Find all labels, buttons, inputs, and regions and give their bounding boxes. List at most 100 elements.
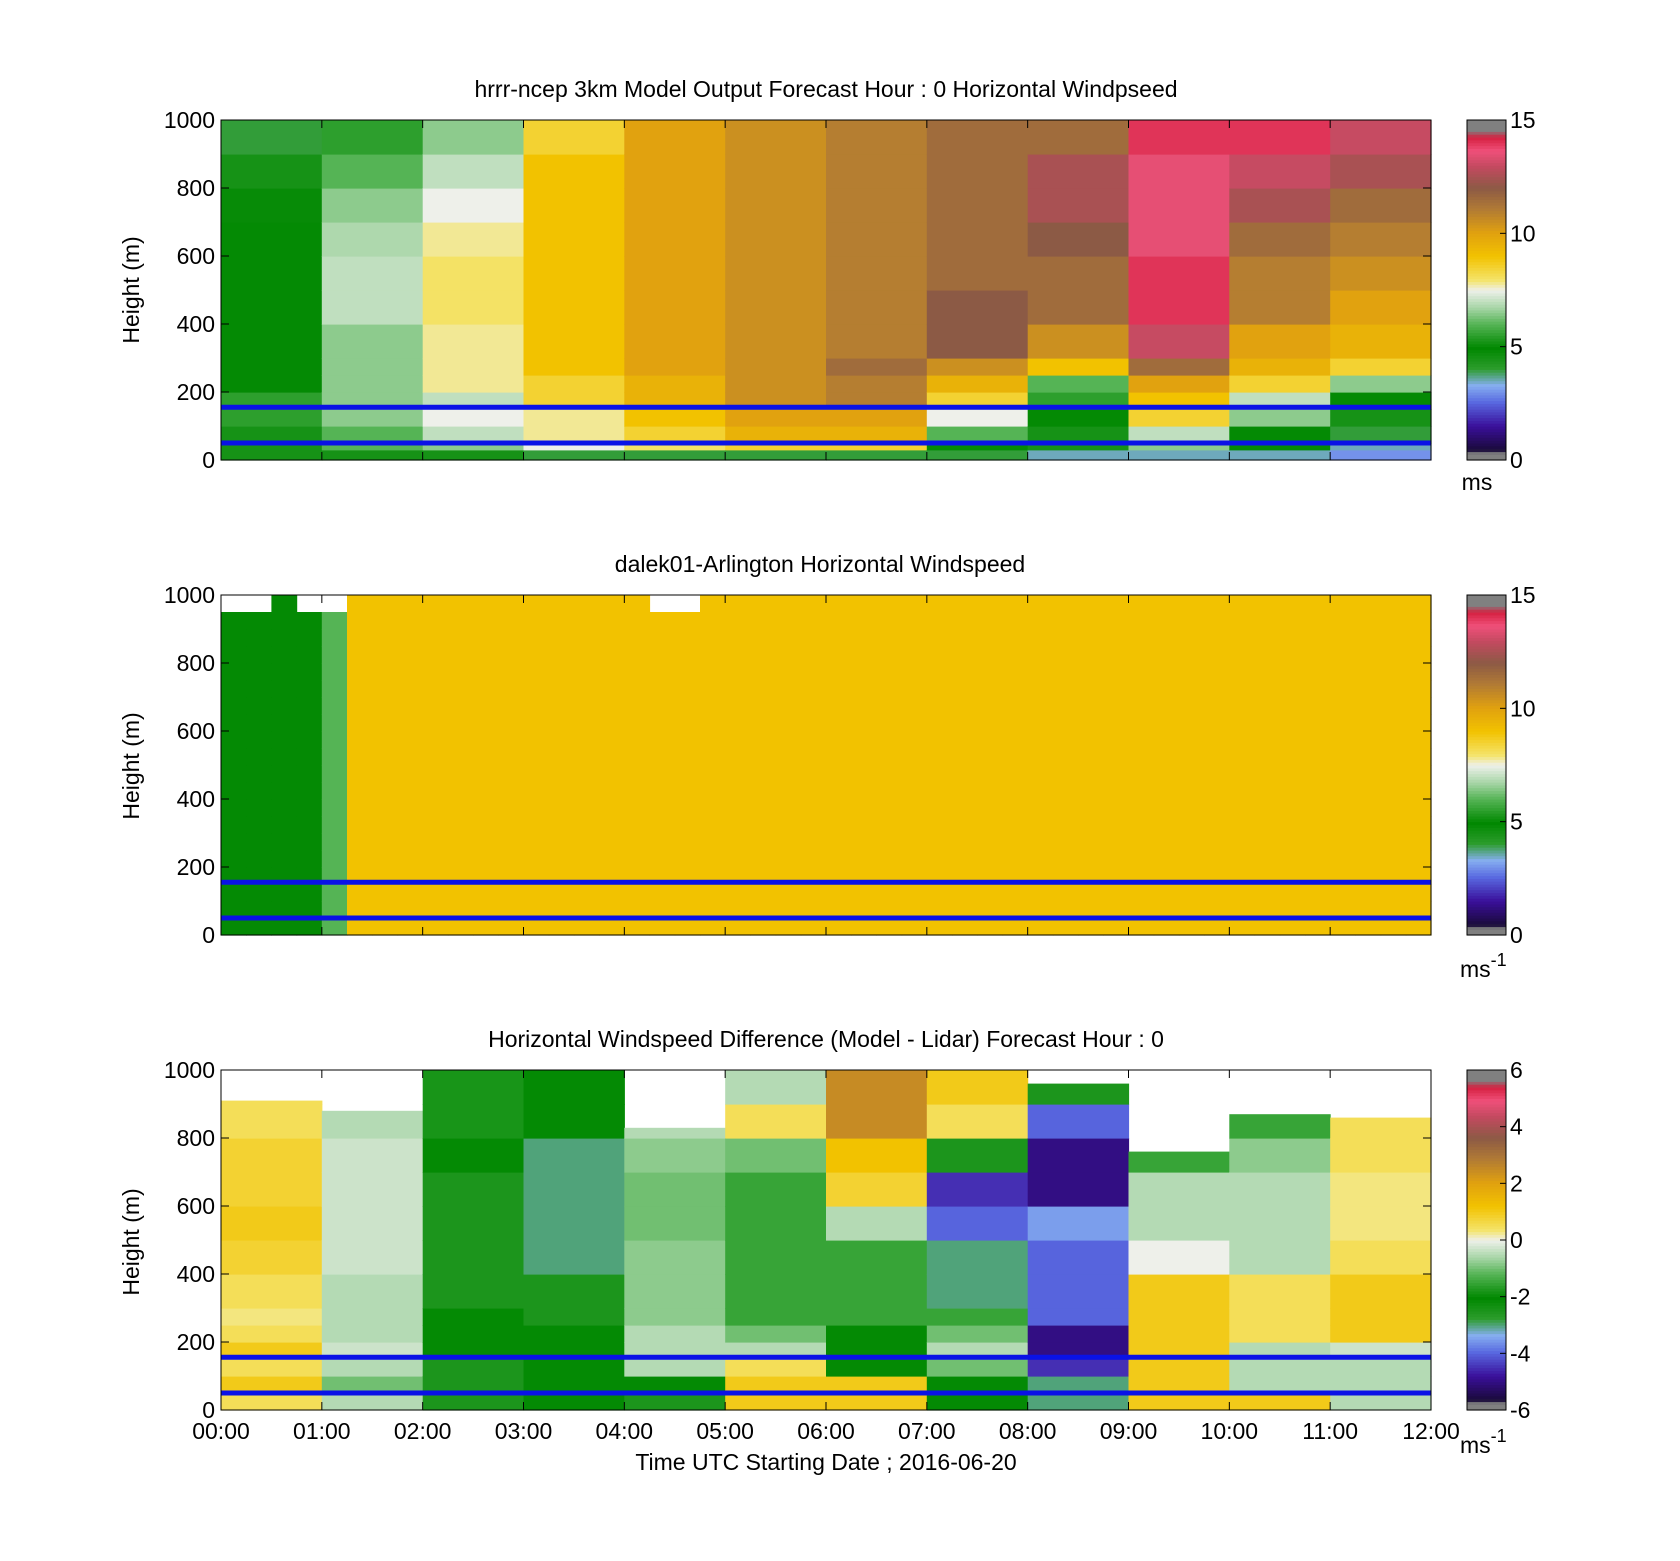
heatmap-cell (876, 833, 903, 851)
heatmap-cell (1229, 629, 1256, 647)
heatmap-cell (1405, 697, 1432, 715)
heatmap-cell (1380, 595, 1407, 613)
heatmap-cell (1027, 850, 1054, 868)
heatmap-cell (926, 629, 953, 647)
heatmap-cell (1380, 612, 1407, 630)
colorbar-segment (1467, 414, 1506, 419)
heatmap-cell (674, 765, 701, 783)
colorbar-segment (1467, 321, 1506, 325)
panel-2-reference-lines (221, 879, 1431, 921)
heatmap-cell (725, 256, 827, 291)
heatmap-cell (700, 646, 726, 664)
heatmap-cell (1128, 188, 1230, 223)
heatmap-cell (775, 646, 802, 664)
heatmap-cell (1305, 680, 1331, 698)
heatmap-cell (1128, 324, 1230, 359)
heatmap-cell (1254, 612, 1281, 630)
heatmap-cell (1305, 629, 1331, 647)
heatmap-cell (1128, 449, 1230, 461)
colorbar-segment (1467, 697, 1506, 701)
colorbar-segment (1467, 420, 1506, 424)
colorbar-segment (1467, 901, 1506, 905)
colorbar-segment (1467, 1259, 1506, 1264)
y-tick-label: 1000 (164, 582, 215, 608)
colorbar-segment (1467, 349, 1506, 353)
heatmap-cell (649, 833, 676, 851)
heatmap-cell (1279, 901, 1306, 919)
heatmap-cell (321, 1240, 424, 1275)
heatmap-cell (573, 680, 600, 698)
colorbar-segment (1467, 850, 1506, 854)
heatmap-cell (977, 697, 1004, 715)
heatmap-cell (624, 697, 651, 715)
heatmap-cell (750, 646, 777, 664)
heatmap-cell (725, 154, 827, 189)
heatmap-cell (1229, 697, 1256, 715)
heatmap-cell (321, 901, 348, 919)
colorbar-segment (1467, 250, 1506, 254)
heatmap-cell (422, 443, 525, 451)
heatmap-cell (1229, 1172, 1331, 1207)
heatmap-cell (1229, 426, 1331, 444)
colorbar-segment (1467, 1104, 1506, 1108)
colorbar-segment (1467, 409, 1506, 413)
heatmap-cell (1254, 629, 1281, 647)
heatmap-cell (826, 765, 852, 783)
colorbar-segment (1467, 614, 1506, 619)
colorbar-segment (1467, 1087, 1506, 1091)
heatmap-cell (221, 188, 323, 223)
heatmap-cell (851, 884, 877, 902)
heatmap-cell (1380, 680, 1407, 698)
colorbar-segment (1467, 148, 1506, 152)
heatmap-cell (1178, 782, 1205, 800)
heatmap-cell (826, 409, 928, 427)
colorbar-segment (1467, 338, 1506, 342)
colorbar-segment (1467, 728, 1506, 732)
heatmap-cell (1229, 1206, 1331, 1241)
heatmap-cell (523, 256, 625, 291)
x-axis-label: Time UTC Starting Date ; 2016-06-20 (635, 1449, 1016, 1475)
heatmap-cell (1305, 884, 1331, 902)
heatmap-cell (1305, 765, 1331, 783)
heatmap-cell (700, 901, 726, 919)
heatmap-cell (1254, 595, 1281, 613)
heatmap-cell (1027, 409, 1130, 427)
colorbar-segment (1467, 264, 1506, 268)
heatmap-cell (397, 731, 424, 749)
heatmap-cell (1355, 697, 1382, 715)
heatmap-cell (926, 1138, 1029, 1173)
heatmap-cell (473, 850, 499, 868)
heatmap-cell (700, 731, 726, 749)
colorbar-segment (1467, 400, 1506, 404)
heatmap-cell (624, 612, 651, 630)
colorbar-segment (1467, 1214, 1506, 1218)
colorbar-segment (1467, 762, 1506, 766)
heatmap-cell (1330, 1240, 1432, 1275)
colorbar-segment (1467, 1398, 1506, 1403)
heatmap-cell (1128, 765, 1155, 783)
heatmap-cell (422, 1274, 525, 1309)
heatmap-cell (347, 629, 373, 647)
heatmap-cell (1330, 290, 1432, 325)
heatmap-cell (851, 595, 877, 613)
heatmap-cell (1330, 256, 1432, 291)
heatmap-cell (952, 901, 978, 919)
heatmap-cell (271, 731, 298, 749)
heatmap-cell (1254, 918, 1281, 936)
heatmap-cell (876, 714, 903, 732)
heatmap-cell (1128, 1325, 1230, 1343)
heatmap-cell (523, 714, 550, 732)
heatmap-cell (397, 816, 424, 834)
heatmap-cell (246, 884, 272, 902)
heatmap-cell (1128, 1376, 1230, 1394)
heatmap-cell (952, 612, 978, 630)
heatmap-cell (952, 629, 978, 647)
heatmap-cell (826, 918, 852, 936)
colorbar-segment (1467, 1310, 1506, 1315)
heatmap-cell (649, 697, 676, 715)
heatmap-cell (624, 816, 651, 834)
heatmap-cell (1078, 731, 1104, 749)
colorbar-segment (1467, 782, 1506, 786)
heatmap-cell (573, 663, 600, 681)
